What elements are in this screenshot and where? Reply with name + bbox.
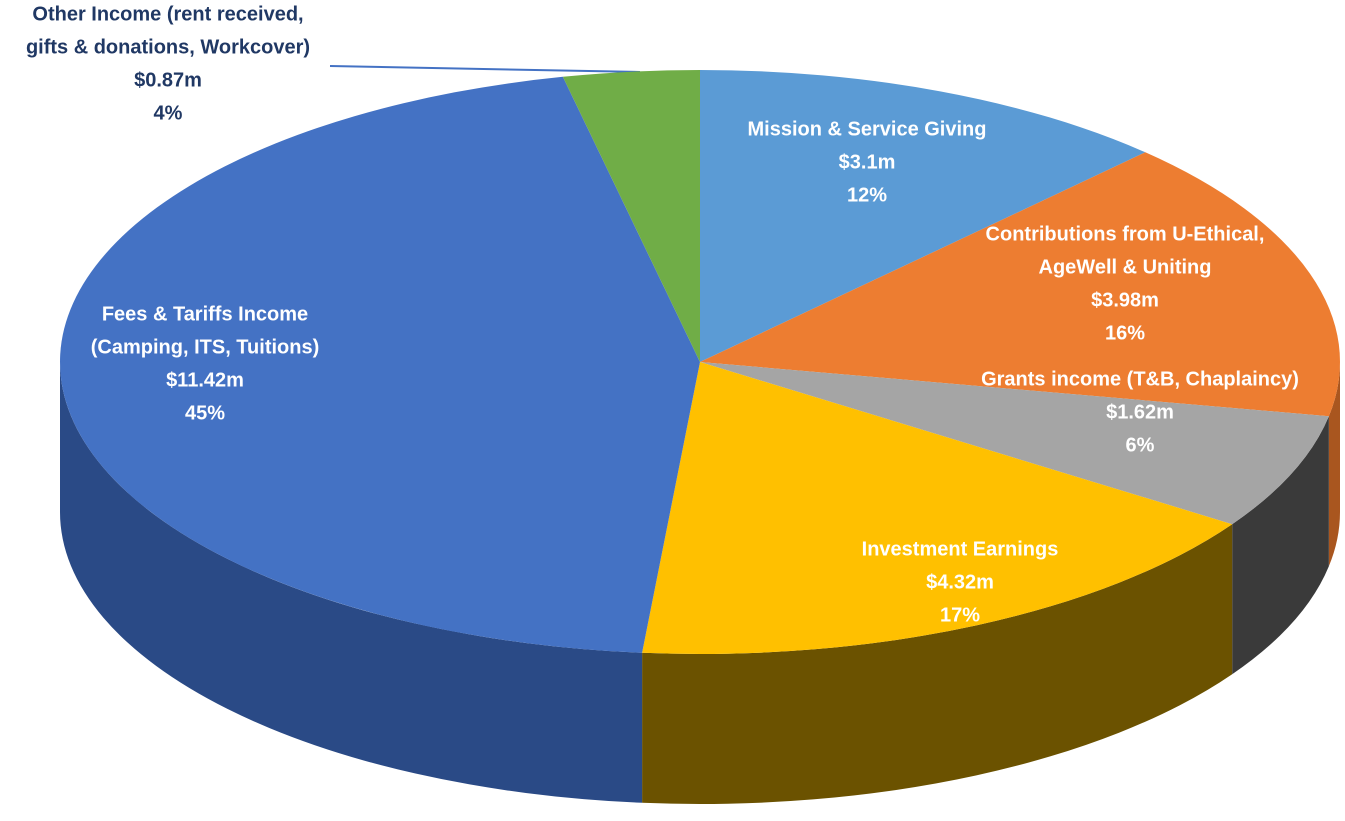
slice-side <box>1232 416 1329 675</box>
data-label-percent: 4% <box>154 102 183 124</box>
data-label-name: (Camping, ITS, Tuitions) <box>91 336 320 358</box>
data-label-value: $11.42m <box>166 369 244 391</box>
data-label-percent: 16% <box>1105 322 1145 344</box>
slice <box>700 362 1329 525</box>
data-label-name: gifts & donations, Workcover) <box>26 36 310 58</box>
slice-side <box>642 524 1233 804</box>
slice <box>700 70 1146 362</box>
data-label-name: Other Income (rent received, <box>32 3 303 25</box>
data-label-value: $4.32m <box>926 571 994 593</box>
leader-line <box>329 65 641 73</box>
data-label-name: AgeWell & Uniting <box>1039 256 1212 278</box>
data-label-name: Fees & Tariffs Income <box>102 303 308 325</box>
data-label-percent: 45% <box>185 402 225 424</box>
slice <box>700 152 1340 417</box>
slice-side <box>60 362 643 803</box>
data-label-value: $3.1m <box>839 151 896 173</box>
data-label-percent: 12% <box>847 184 887 206</box>
slice <box>562 70 700 362</box>
data-label-value: $3.98m <box>1091 289 1159 311</box>
slice <box>60 76 701 653</box>
slice <box>642 362 1233 655</box>
data-label-name: Grants income (T&B, Chaplaincy) <box>981 368 1299 390</box>
data-label-name: Mission & Service Giving <box>748 118 987 140</box>
data-label-name: Contributions from U-Ethical, <box>986 223 1265 245</box>
data-label-value: $0.87m <box>134 69 202 91</box>
data-label-value: $1.62m <box>1106 401 1174 423</box>
slice-side <box>1328 362 1340 567</box>
data-label-name: Investment Earnings <box>862 538 1059 560</box>
data-label-percent: 17% <box>940 604 980 626</box>
data-label-percent: 6% <box>1126 434 1155 456</box>
